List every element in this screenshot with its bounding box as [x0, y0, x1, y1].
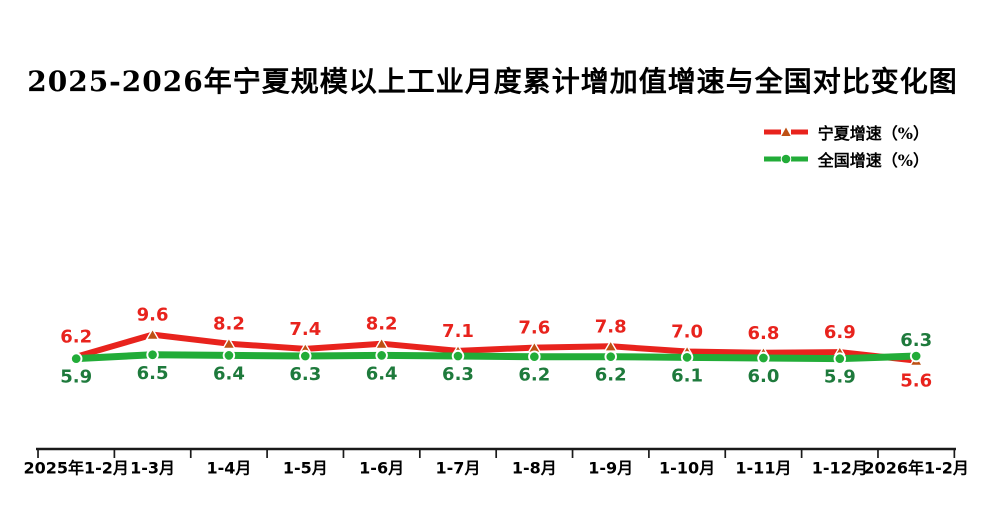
data-label-national: 6.1: [671, 365, 703, 386]
circle-marker: [909, 349, 923, 363]
data-label-national: 6.4: [366, 363, 398, 384]
data-label-ningxia: 7.0: [671, 322, 703, 343]
circle-marker: [757, 351, 770, 365]
data-label-ningxia: 8.2: [366, 314, 398, 335]
circle-marker: [299, 349, 312, 363]
data-label-ningxia: 7.8: [595, 316, 627, 337]
data-label-national: 5.9: [60, 367, 92, 388]
data-label-ningxia: 5.6: [900, 371, 932, 392]
x-axis-label: 1-6月: [359, 459, 404, 478]
legend-label-ningxia: 宁夏增速（%）: [817, 124, 929, 143]
triangle-marker: [374, 336, 389, 350]
data-label-national: 6.4: [213, 363, 245, 384]
triangle-marker: [145, 327, 160, 341]
circle-marker: [146, 348, 159, 362]
data-label-ningxia: 7.1: [442, 321, 474, 342]
data-label-national: 5.9: [824, 367, 856, 388]
data-label-ningxia: 7.4: [289, 319, 321, 340]
legend-item-national: 全国增速（%）: [763, 147, 929, 171]
x-axis-label: 1-5月: [283, 459, 328, 478]
ningxia-line-sample: [763, 125, 808, 137]
circle-marker: [680, 351, 694, 364]
circle-marker: [528, 350, 541, 363]
data-label-ningxia: 8.2: [213, 314, 245, 335]
x-axis-label: 2026年1-2月: [863, 459, 968, 478]
x-axis-label: 1-4月: [206, 459, 251, 478]
circle-marker: [375, 349, 388, 362]
data-label-national: 6.0: [747, 366, 779, 387]
data-label-ningxia: 6.8: [747, 323, 779, 344]
data-label-ningxia: 9.6: [137, 305, 169, 326]
circle-marker: [222, 349, 236, 362]
national-line-sample: [763, 153, 808, 165]
data-label-national: 6.3: [442, 364, 474, 385]
line-ningxia: [73, 331, 920, 364]
circle-marker: [451, 349, 465, 363]
chart-title: 2025-2026年宁夏规模以上工业月度累计增加值增速与全国对比变化图: [27, 65, 958, 98]
data-label-national: 6.2: [595, 365, 627, 386]
x-axis-label: 1-8月: [512, 459, 557, 478]
circle-marker: [833, 352, 847, 365]
data-label-national: 6.3: [900, 330, 932, 351]
x-axis-label: 1-10月: [659, 459, 715, 478]
data-label-national: 6.2: [518, 365, 550, 386]
x-axis-label: 1-9月: [588, 459, 633, 478]
data-label-national: 6.5: [137, 363, 169, 384]
data-label-national: 6.3: [289, 364, 321, 385]
data-label-ningxia: 7.6: [518, 318, 550, 339]
x-axis-label: 1-7月: [436, 459, 481, 478]
x-axis-label: 1-3月: [130, 459, 175, 478]
legend-item-ningxia: 宁夏增速（%）: [763, 120, 929, 144]
x-axis-label: 2025年1-2月: [23, 459, 128, 478]
line-national: [72, 351, 920, 363]
legend-label-national: 全国增速（%）: [817, 151, 929, 170]
data-label-ningxia: 6.2: [60, 327, 92, 348]
triangle-marker: [221, 336, 237, 350]
circle-marker: [69, 352, 83, 365]
legend: 宁夏增速（%） 全国增速（%）: [763, 120, 929, 171]
x-axis-label: 1-12月: [812, 459, 868, 478]
data-label-ningxia: 6.9: [824, 322, 856, 343]
x-axis-label: 1-11月: [735, 459, 791, 478]
circle-marker: [604, 350, 617, 363]
